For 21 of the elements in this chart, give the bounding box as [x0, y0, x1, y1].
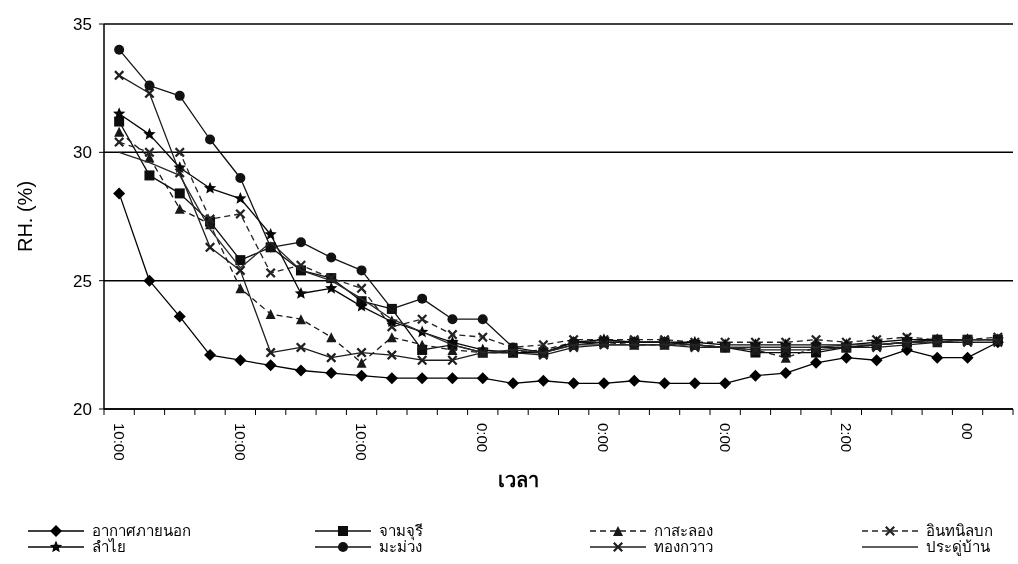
legend-label: กาสะลอง [654, 522, 713, 539]
x-tick-label: 00 [959, 423, 977, 440]
y-tick-label: 35 [73, 15, 92, 34]
x-tick-label: 10:00 [110, 423, 128, 461]
x-tick-label: 10:00 [353, 423, 371, 461]
legend-label: ประดู่บ้าน [926, 538, 990, 556]
y-tick-label: 20 [73, 400, 92, 419]
x-tick-label: 0:00 [474, 423, 492, 453]
legend-label: จามจุรี [379, 522, 423, 541]
legend-label: ลำไย [92, 538, 126, 555]
x-tick-label: 2:00 [837, 423, 855, 453]
legend-label: อากาศภายนอก [92, 522, 191, 539]
legend-label: อินทนิลบก [926, 522, 993, 539]
y-axis-title: RH. (%) [14, 180, 36, 253]
legend-label: ทองกวาว [654, 538, 713, 555]
y-tick-label: 30 [73, 143, 92, 163]
x-tick-label: 0:00 [716, 423, 734, 453]
x-tick-label: 10:00 [231, 423, 249, 461]
x-tick-label: 0:00 [595, 423, 613, 453]
y-tick-label: 25 [73, 271, 92, 291]
x-axis-title: เวลา [498, 469, 539, 491]
